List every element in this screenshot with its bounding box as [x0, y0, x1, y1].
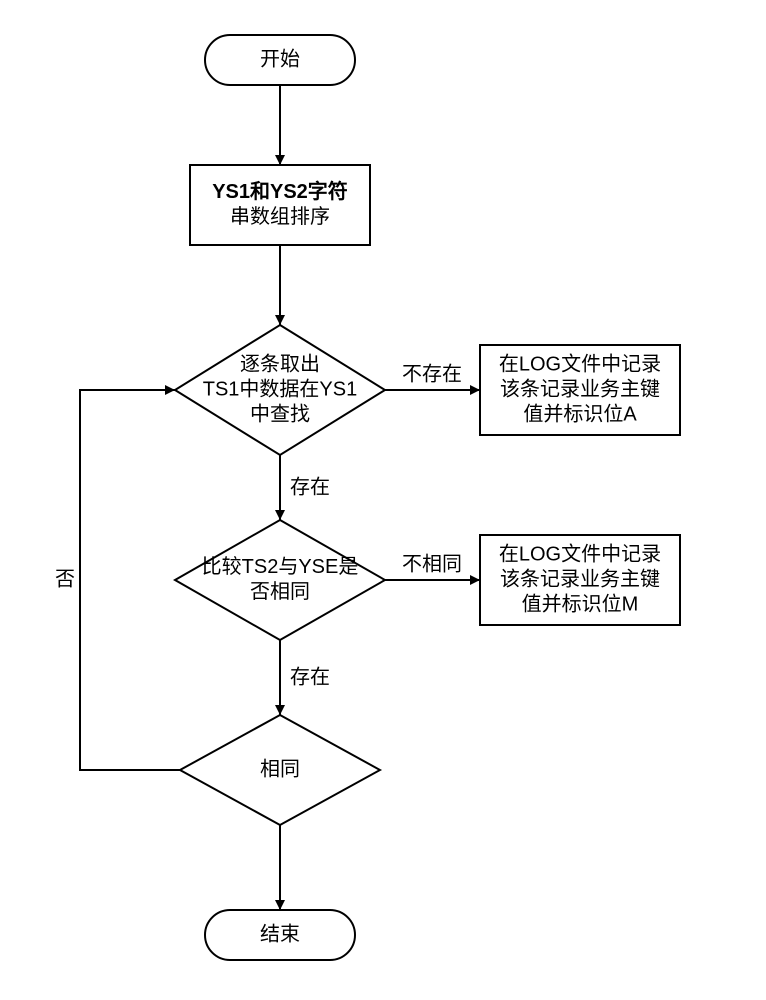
node-sort-text-0: YS1和YS2字符 [212, 179, 348, 203]
node-dec1-text-0: 逐条取出 [240, 352, 320, 375]
node-logA-text-2: 值并标识位A [523, 402, 637, 425]
node-end-text-0: 结束 [260, 922, 300, 945]
edge-label-dec2-dec3: 存在 [290, 665, 330, 688]
node-dec3: 相同 [180, 715, 380, 825]
node-start-text-0: 开始 [260, 47, 300, 70]
node-dec2-text-0: 比较TS2与YSE是 [202, 555, 359, 578]
node-logM: 在LOG文件中记录该条记录业务主键值并标识位M [480, 535, 680, 625]
node-logA-text-0: 在LOG文件中记录 [499, 352, 661, 375]
edge-label-dec1-logA: 不存在 [402, 362, 462, 385]
node-dec2-text-1: 否相同 [250, 580, 310, 603]
node-logA-text-1: 该条记录业务主键 [500, 377, 660, 400]
node-dec1-text-1: TS1中数据在YS1 [203, 377, 357, 400]
edge-label-dec2-logM: 不相同 [402, 552, 462, 575]
node-end: 结束 [205, 910, 355, 960]
node-logM-text-0: 在LOG文件中记录 [499, 542, 661, 565]
edge-label-dec1-dec2: 存在 [290, 475, 330, 498]
node-dec1: 逐条取出TS1中数据在YS1中查找 [175, 325, 385, 455]
node-sort: YS1和YS2字符串数组排序 [190, 165, 370, 245]
node-dec3-text-0: 相同 [260, 757, 300, 780]
edge-dec3-dec1 [80, 390, 180, 770]
node-start: 开始 [205, 35, 355, 85]
node-logM-text-2: 值并标识位M [522, 592, 639, 615]
node-logA: 在LOG文件中记录该条记录业务主键值并标识位A [480, 345, 680, 435]
node-sort-text-1: 串数组排序 [230, 205, 330, 228]
node-dec1-text-2: 中查找 [250, 402, 310, 425]
node-dec2: 比较TS2与YSE是否相同 [175, 520, 385, 640]
edge-label-dec3-dec1: 否 [55, 568, 75, 590]
flowchart-canvas: 不存在存在不相同存在否开始YS1和YS2字符串数组排序逐条取出TS1中数据在YS… [0, 0, 766, 1000]
node-logM-text-1: 该条记录业务主键 [500, 567, 660, 590]
